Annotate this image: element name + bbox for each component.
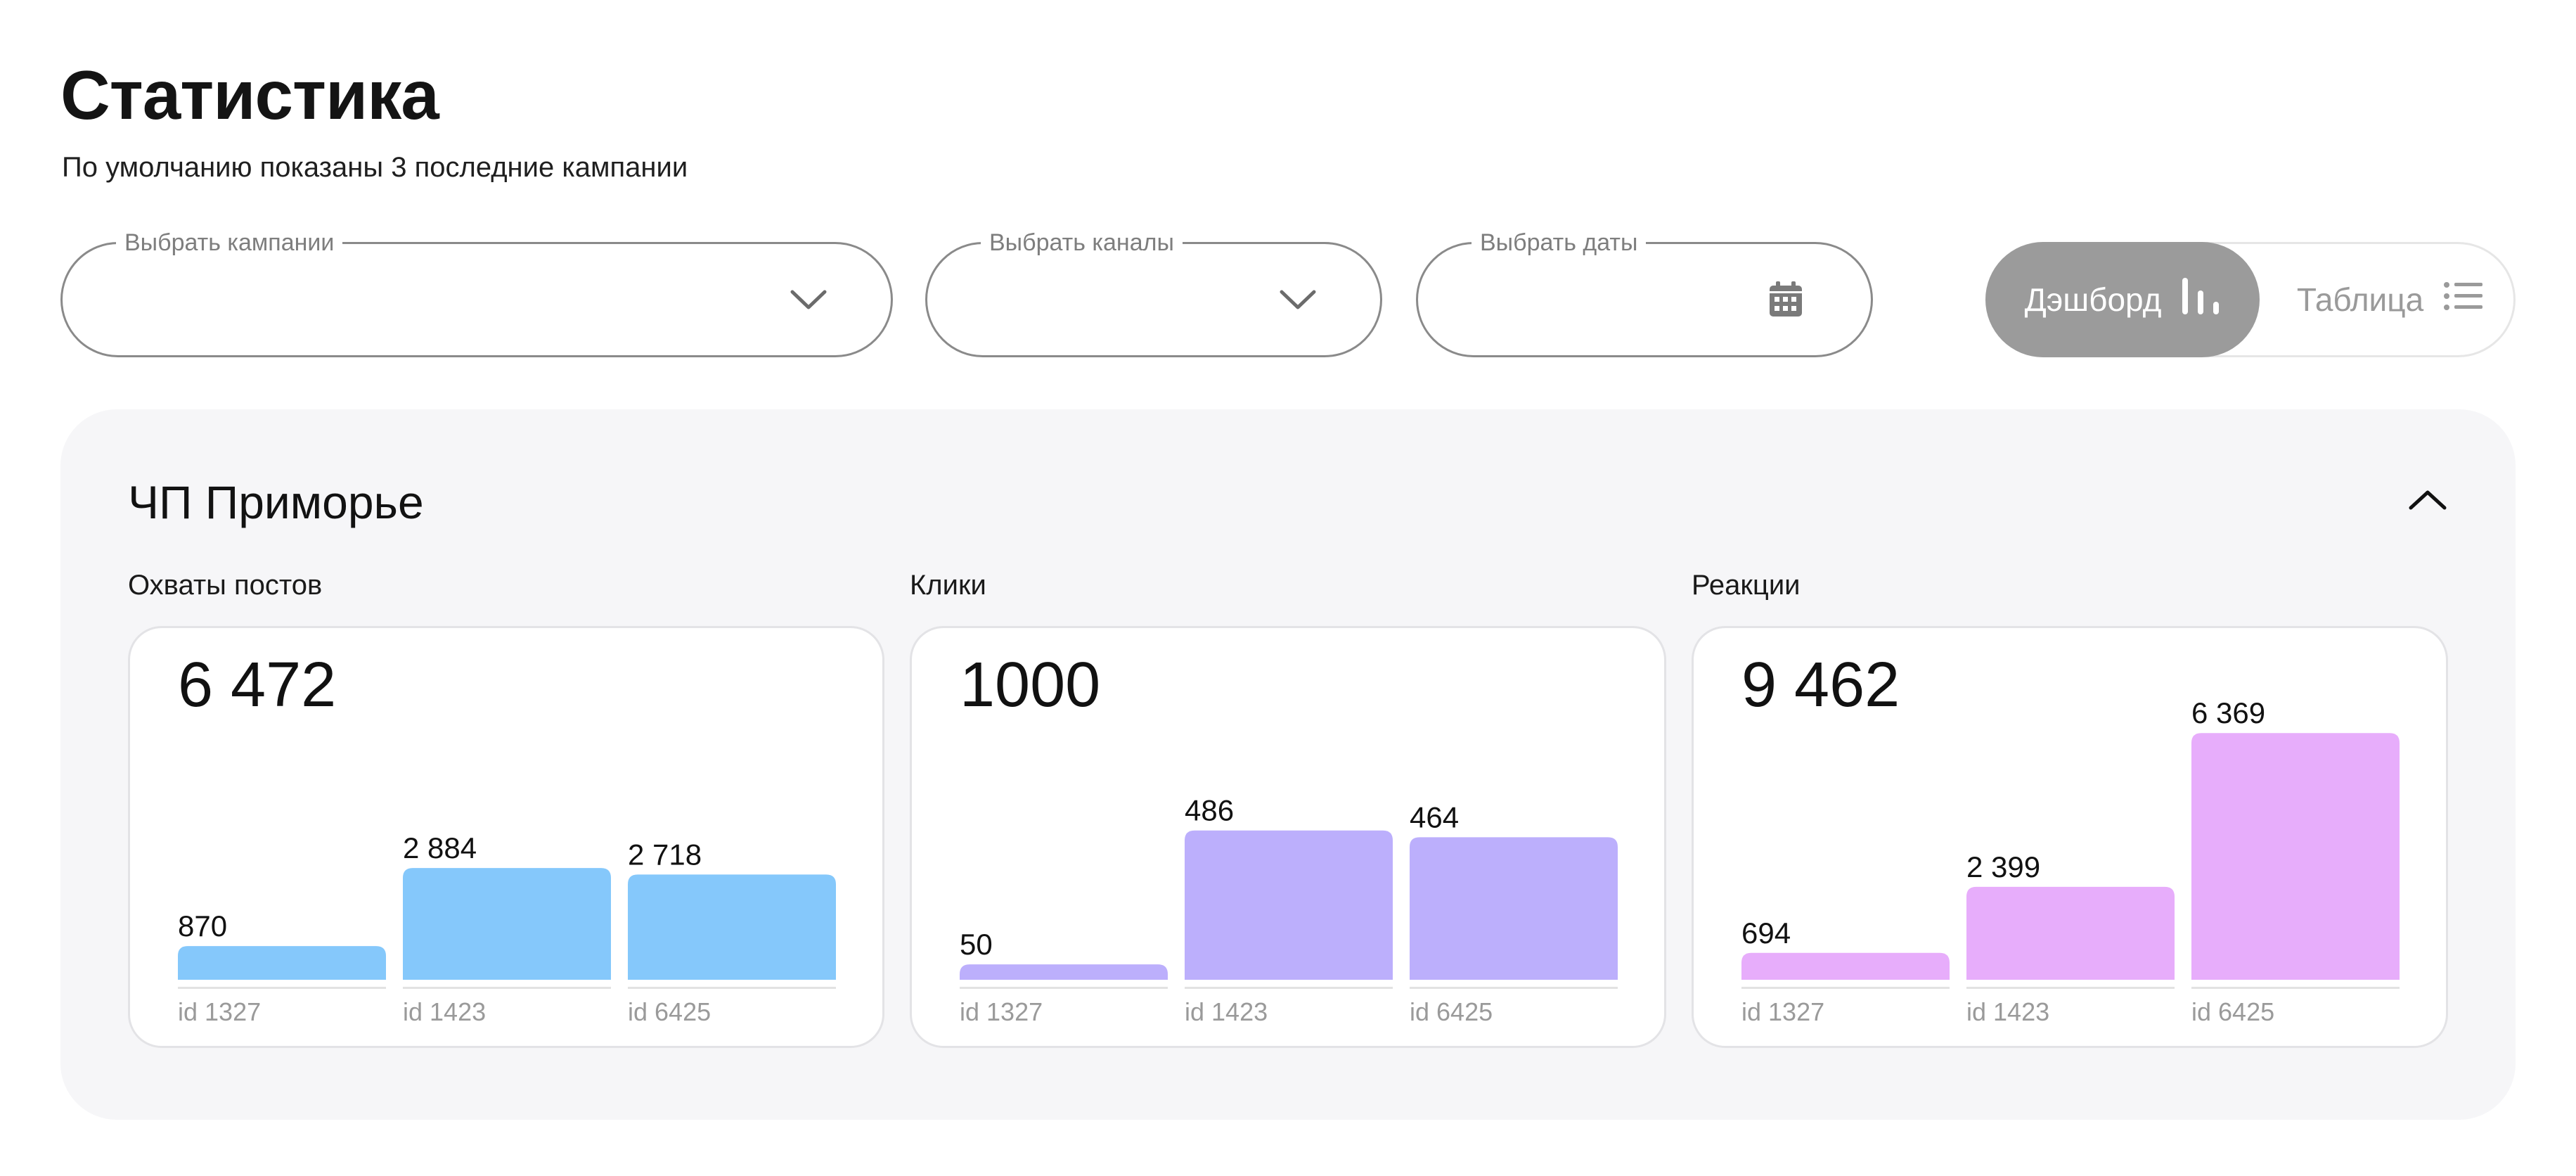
bar-value-label: 2 718 [628, 838, 702, 871]
campaigns-select-label: Выбрать кампании [116, 229, 343, 257]
bar-value-label: 694 [1741, 916, 1791, 950]
metric-total: 1000 [960, 650, 1101, 720]
metric-total: 6 472 [178, 650, 337, 720]
metric-card-reactions: 9 462 694 id 1327 2 399 id 1423 6 369 id 6425 [1692, 626, 2448, 1048]
calendar-icon[interactable] [1768, 281, 1803, 318]
metric-label-reactions: Реакции [1692, 570, 1801, 601]
view-toggle: Дэшборд Таблица [1985, 242, 2516, 357]
campaign-title: ЧП Приморье [128, 476, 424, 528]
bar-value-label: 6 369 [2191, 696, 2265, 729]
chevron-up-icon[interactable] [2408, 488, 2447, 512]
bar [178, 946, 386, 980]
list-icon [2443, 281, 2483, 319]
bar [1410, 837, 1618, 980]
channels-select[interactable]: Выбрать каналы [925, 229, 1382, 357]
x-tick-label: id 6425 [1410, 997, 1493, 1026]
bar [403, 868, 611, 980]
metric-card-reach: 6 472 870 id 1327 2 884 id 1423 2 718 id 6425 [128, 626, 884, 1048]
x-tick-label: id 1327 [178, 997, 261, 1026]
reactions-bar-chart: 694 id 1327 2 399 id 1423 6 369 id 6425 [1741, 696, 2400, 1026]
x-tick-label: id 1423 [403, 997, 486, 1026]
reach-bar-chart: 870 id 1327 2 884 id 1423 2 718 id 6425 [178, 831, 836, 1026]
bar [1185, 830, 1393, 980]
x-tick-label: id 1327 [960, 997, 1043, 1026]
bar [628, 874, 836, 980]
chevron-down-icon[interactable] [1279, 288, 1317, 312]
bar-value-label: 870 [178, 909, 227, 942]
baseline-segment [960, 987, 1168, 989]
bar [2191, 733, 2400, 980]
x-tick-label: id 6425 [2191, 997, 2274, 1026]
campaign-panel: ЧП Приморье Охваты постов 6 472 870 id 13… [60, 409, 2516, 1120]
dates-picker-label: Выбрать даты [1471, 229, 1647, 257]
baseline-segment [403, 987, 611, 989]
x-tick-label: id 6425 [628, 997, 711, 1026]
baseline-segment [1741, 987, 1950, 989]
x-tick-label: id 1327 [1741, 997, 1824, 1026]
page-title: Статистика [60, 56, 439, 134]
bar-value-label: 2 884 [403, 831, 477, 864]
metric-label-clicks: Клики [910, 570, 986, 601]
baseline-segment [628, 987, 836, 989]
metric-label-reach: Охваты постов [128, 570, 323, 601]
bar-value-label: 486 [1185, 794, 1234, 827]
baseline-segment [1966, 987, 2175, 989]
metric-card-clicks: 1000 50 id 1327 486 id 1423 464 id 6425 [910, 626, 1666, 1048]
bar-value-label: 2 399 [1966, 850, 2040, 883]
dashboard-toggle-button[interactable]: Дэшборд [1985, 242, 2260, 357]
metric-total: 9 462 [1741, 650, 1900, 720]
clicks-bar-chart: 50 id 1327 486 id 1423 464 id 6425 [960, 794, 1618, 1026]
table-toggle-label: Таблица [2296, 281, 2424, 318]
bar [1966, 886, 2175, 980]
dashboard-toggle-label: Дэшборд [2024, 281, 2162, 318]
page-subtitle: По умолчанию показаны 3 последние кампан… [62, 152, 688, 183]
chevron-down-icon[interactable] [790, 288, 827, 312]
baseline-segment [178, 987, 386, 989]
bar-value-label: 50 [960, 928, 993, 961]
campaigns-select[interactable]: Выбрать кампании [60, 229, 893, 357]
bar [960, 964, 1168, 980]
baseline-segment [1410, 987, 1618, 989]
bar-value-label: 464 [1410, 800, 1459, 833]
collapse-button[interactable] [2403, 482, 2452, 518]
baseline-segment [1185, 987, 1393, 989]
table-toggle-button[interactable]: Таблица [2262, 242, 2518, 357]
x-tick-label: id 1423 [1966, 997, 2049, 1026]
bar [1741, 952, 1950, 980]
dates-picker[interactable]: Выбрать даты [1416, 229, 1873, 357]
x-tick-label: id 1423 [1185, 997, 1268, 1026]
baseline-segment [2191, 987, 2400, 989]
channels-select-label: Выбрать каналы [981, 229, 1183, 257]
bar-chart-icon [2181, 276, 2220, 324]
